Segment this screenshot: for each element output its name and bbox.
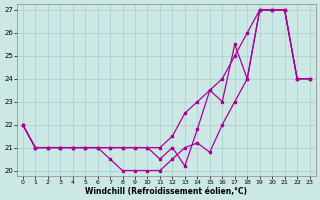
X-axis label: Windchill (Refroidissement éolien,°C): Windchill (Refroidissement éolien,°C) <box>85 187 247 196</box>
